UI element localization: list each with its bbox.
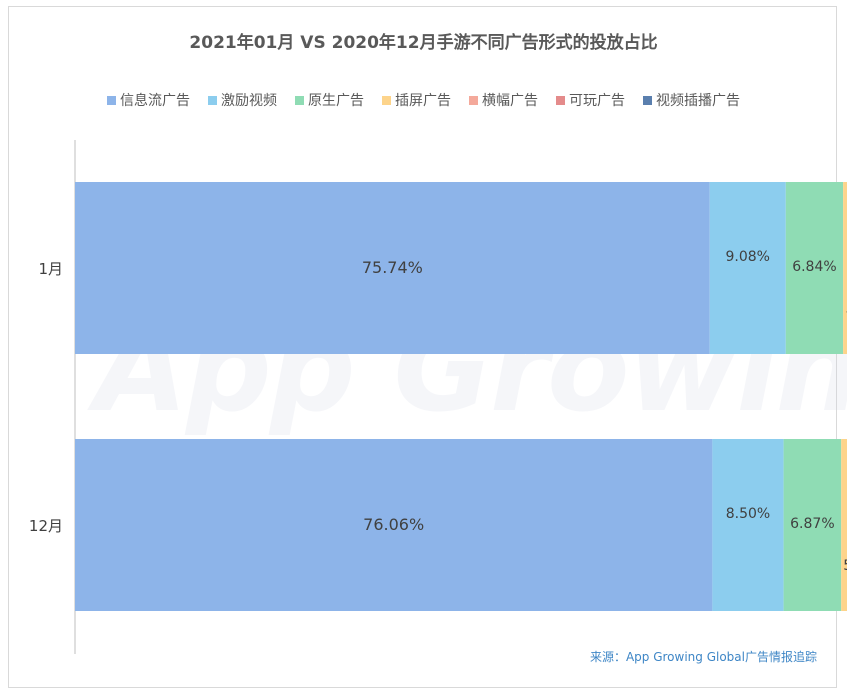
bar-segment bbox=[841, 439, 847, 611]
data-label: 75.74% bbox=[362, 258, 423, 277]
data-label: 5.92% bbox=[846, 301, 847, 317]
bar-segment bbox=[783, 439, 842, 611]
legend-swatch bbox=[107, 95, 116, 105]
bar-segment bbox=[75, 182, 710, 354]
bar-segment bbox=[843, 182, 847, 354]
legend-item: 激励视频 bbox=[208, 90, 277, 110]
legend-swatch bbox=[208, 95, 217, 105]
legend-item: 横幅广告 bbox=[469, 90, 538, 110]
legend-label: 激励视频 bbox=[221, 93, 277, 109]
data-label: 6.87% bbox=[790, 516, 834, 532]
legend-label: 视频插播广告 bbox=[656, 93, 740, 109]
legend-label: 信息流广告 bbox=[120, 93, 190, 109]
legend-item: 视频插播广告 bbox=[643, 90, 740, 110]
chart-title: 2021年01月 VS 2020年12月手游不同广告形式的投放占比 bbox=[189, 33, 658, 53]
legend-swatch bbox=[295, 95, 304, 105]
legend-item: 原生广告 bbox=[295, 90, 364, 110]
legend-label: 横幅广告 bbox=[482, 93, 538, 109]
data-label: 6.84% bbox=[792, 259, 836, 275]
legend-item: 信息流广告 bbox=[107, 90, 190, 110]
category-label: 1月 bbox=[38, 260, 63, 278]
category-label: 12月 bbox=[29, 517, 63, 535]
bar-segment bbox=[709, 182, 786, 354]
legend-swatch bbox=[556, 95, 565, 105]
legend-item: 插屏广告 bbox=[382, 90, 451, 110]
data-label: 8.50% bbox=[726, 506, 770, 522]
legend-label: 原生广告 bbox=[308, 93, 364, 109]
bar-segment bbox=[785, 182, 844, 354]
legend-swatch bbox=[643, 95, 652, 105]
bar-segment bbox=[712, 439, 784, 611]
legend-swatch bbox=[382, 95, 391, 105]
legend-item: 可玩广告 bbox=[556, 90, 625, 110]
source-note: 来源：App Growing Global广告情报追踪 bbox=[589, 650, 817, 664]
legend-label: 可玩广告 bbox=[569, 93, 625, 109]
legend-swatch bbox=[469, 95, 478, 105]
legend-label: 插屏广告 bbox=[395, 93, 451, 109]
data-label: 9.08% bbox=[726, 249, 770, 265]
data-label: 5.81% bbox=[843, 558, 847, 574]
bar-segment bbox=[75, 439, 713, 611]
chart-legend: 信息流广告 激励视频 原生广告 插屏广告 横幅广告 可玩广告 视频插播广告 bbox=[0, 90, 847, 110]
data-label: 76.06% bbox=[363, 515, 424, 534]
